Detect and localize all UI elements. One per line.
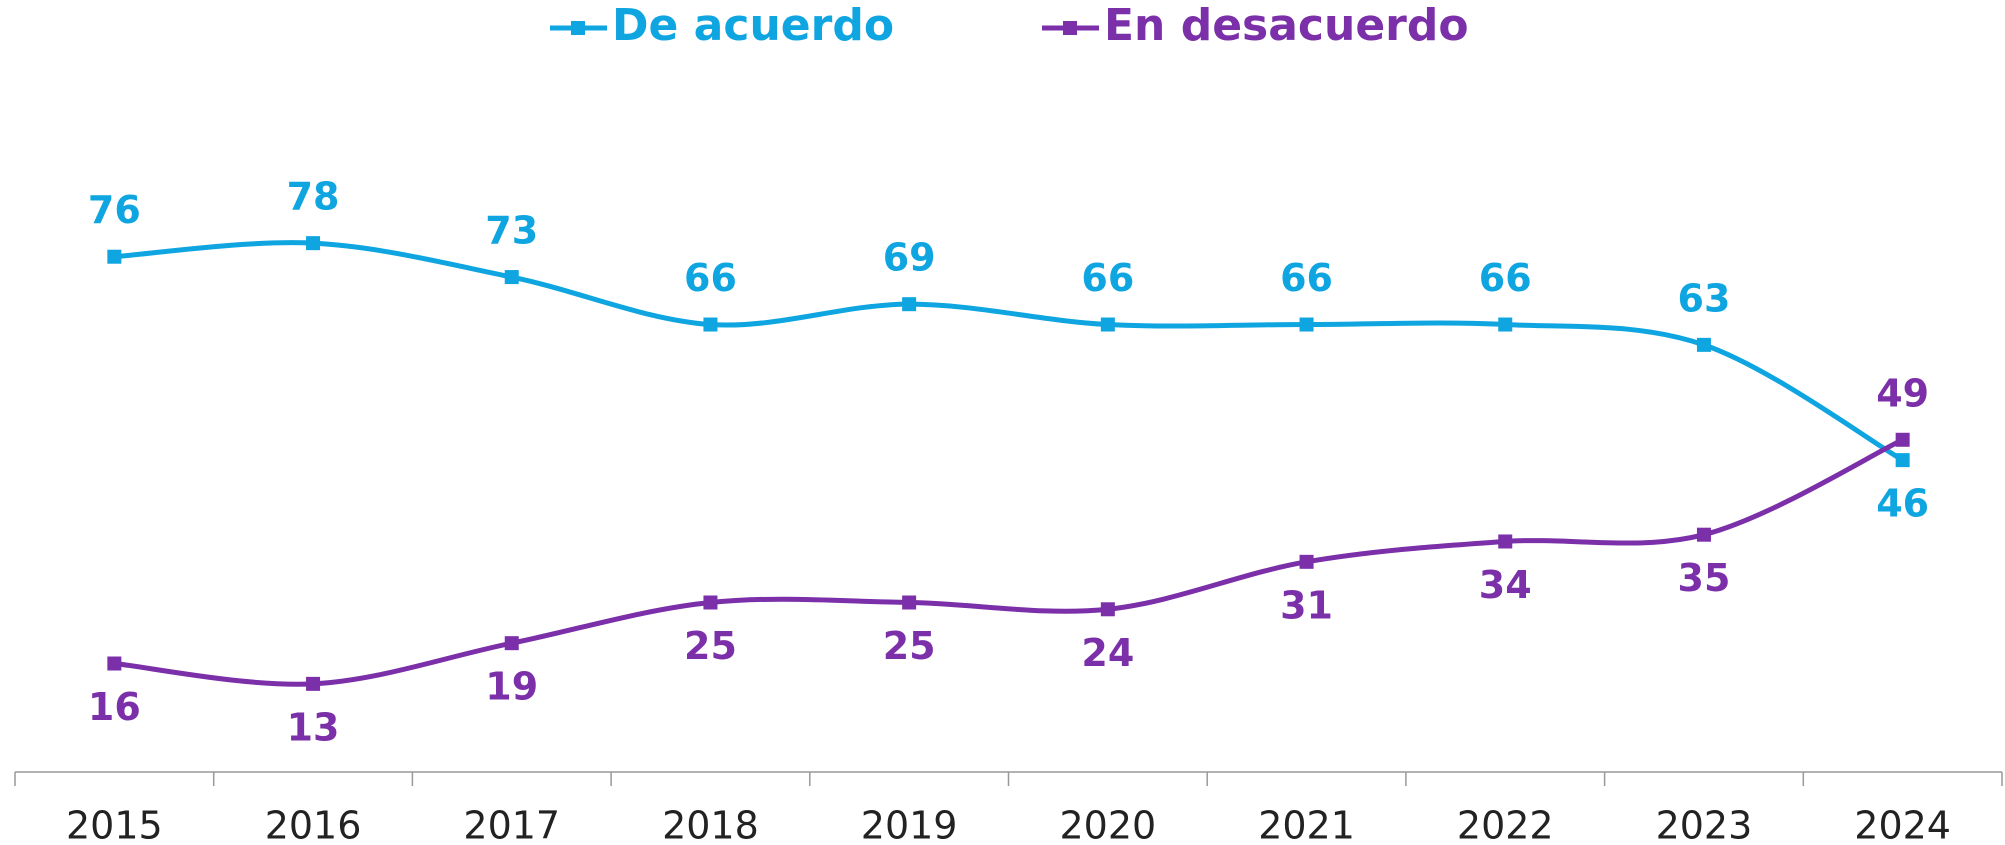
- marker: [504, 636, 519, 651]
- x-tick-label: 2022: [1457, 804, 1554, 845]
- marker: [1299, 554, 1314, 569]
- series-line: [114, 240, 1904, 463]
- legend-label: En desacuerdo: [1104, 0, 1469, 51]
- marker: [1895, 432, 1910, 447]
- data-label: 24: [1081, 631, 1134, 675]
- data-label: 31: [1280, 583, 1333, 627]
- data-label: 66: [684, 256, 737, 300]
- marker: [703, 595, 718, 610]
- x-tick-label: 2019: [861, 804, 958, 845]
- data-label: 78: [287, 175, 340, 219]
- marker: [504, 270, 519, 285]
- marker: [1696, 337, 1711, 352]
- data-label: 66: [1081, 256, 1134, 300]
- data-label: 34: [1479, 563, 1532, 607]
- data-label: 46: [1876, 482, 1929, 526]
- data-label: 73: [485, 209, 538, 253]
- data-label: 19: [485, 665, 538, 709]
- x-tick-label: 2015: [66, 804, 163, 845]
- marker: [107, 249, 122, 264]
- legend-marker: [571, 21, 585, 35]
- data-label: 66: [1280, 256, 1333, 300]
- marker: [1696, 527, 1711, 542]
- marker: [902, 297, 917, 312]
- x-tick-label: 2024: [1854, 804, 1951, 845]
- x-tick-label: 2018: [662, 804, 759, 845]
- marker: [1498, 534, 1513, 549]
- marker: [902, 595, 917, 610]
- data-label: 63: [1678, 276, 1731, 320]
- legend-marker: [1063, 21, 1077, 35]
- data-label: 69: [883, 236, 936, 280]
- marker: [703, 317, 718, 332]
- marker: [1299, 317, 1314, 332]
- marker: [306, 676, 321, 691]
- marker: [1498, 317, 1513, 332]
- legend-label: De acuerdo: [612, 0, 894, 51]
- data-label: 76: [88, 188, 141, 232]
- data-label: 66: [1479, 256, 1532, 300]
- data-label: 13: [287, 705, 340, 749]
- x-tick-label: 2023: [1656, 804, 1753, 845]
- marker: [1100, 602, 1115, 617]
- data-label: 16: [88, 685, 141, 729]
- data-label: 25: [684, 624, 737, 668]
- x-tick-label: 2021: [1258, 804, 1355, 845]
- marker: [107, 656, 122, 671]
- data-label: 25: [883, 624, 936, 668]
- x-tick-label: 2017: [463, 804, 560, 845]
- series-line: [114, 437, 1904, 687]
- x-tick-label: 2020: [1059, 804, 1156, 845]
- marker: [306, 236, 321, 251]
- data-label: 49: [1876, 371, 1929, 415]
- marker: [1100, 317, 1115, 332]
- data-label: 35: [1678, 556, 1731, 600]
- marker: [1895, 453, 1910, 468]
- x-tick-label: 2016: [265, 804, 362, 845]
